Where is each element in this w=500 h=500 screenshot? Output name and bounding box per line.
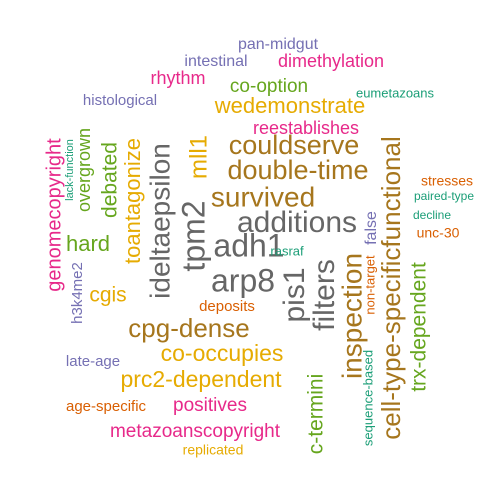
word-text: false	[363, 211, 380, 245]
word-filters: filters	[308, 259, 341, 331]
word-text: co-occupies	[161, 340, 284, 366]
word-text: trx-dependent	[408, 262, 431, 392]
word-text: intestinal	[184, 53, 247, 70]
word-text: c-termini	[305, 374, 328, 455]
word-text: positives	[173, 395, 247, 416]
word-text: reestablishes	[253, 118, 359, 138]
word-unc-30: unc-30	[417, 225, 460, 241]
word-replicated: replicated	[183, 442, 244, 458]
word-text: overgrown	[74, 128, 94, 212]
word-text: h3k4me2	[69, 262, 86, 324]
word-text: survived	[211, 181, 315, 212]
word-paired-type: paired-type	[414, 189, 474, 203]
word-text: cell-type-specificfunctional	[376, 136, 406, 439]
word-text: non-target	[362, 255, 377, 315]
word-text: wedemonstrate	[214, 93, 365, 118]
word-text: arp8	[211, 262, 275, 298]
word-text: pis1	[278, 267, 311, 322]
word-survived: survived	[211, 181, 315, 212]
word-h3k4me2: h3k4me2	[69, 262, 86, 324]
word-text: rhythm	[150, 68, 205, 88]
word-reestablishes: reestablishes	[253, 118, 359, 138]
word-text: metazoanscopyright	[110, 421, 281, 442]
word-non-target: non-target	[362, 255, 377, 315]
word-text: ideltaepsilon	[144, 143, 175, 299]
word-text: eumetazoans	[356, 85, 435, 100]
word-tpm2: tpm2	[175, 200, 211, 271]
word-stresses: stresses	[421, 173, 473, 189]
word-text: age-specific	[66, 398, 147, 415]
word-text: inspection	[336, 253, 367, 379]
word-text: couldserve	[229, 130, 360, 160]
word-histological: histological	[83, 92, 157, 109]
word-ideltaepsilon: ideltaepsilon	[144, 143, 175, 299]
word-hard: hard	[66, 231, 110, 256]
word-text: stresses	[421, 173, 473, 189]
word-double-time: double-time	[227, 155, 368, 185]
word-text: unc-30	[417, 225, 460, 241]
word-couldserve: couldserve	[229, 130, 360, 160]
word-rhythm: rhythm	[150, 68, 205, 88]
word-sequence-based: sequence-based	[360, 350, 375, 446]
word-c-termini: c-termini	[305, 374, 328, 455]
word-text: filters	[308, 259, 341, 331]
word-text: rasraf	[270, 243, 304, 258]
word-text: toantagonize	[120, 138, 145, 264]
word-late-age: late-age	[66, 353, 120, 370]
word-overgrown: overgrown	[74, 128, 94, 212]
word-text: replicated	[183, 442, 244, 458]
word-positives: positives	[173, 395, 247, 416]
word-inspection: inspection	[336, 253, 367, 379]
word-text: debated	[99, 142, 122, 218]
word-text: sequence-based	[360, 350, 375, 446]
word-text: tpm2	[175, 200, 211, 271]
word-text: adh1	[213, 227, 284, 263]
word-text: cpg-dense	[128, 313, 249, 343]
word-mll1: mll1	[185, 135, 212, 179]
word-text: hard	[66, 231, 110, 256]
word-intestinal: intestinal	[184, 53, 247, 70]
word-lack-function: lack-function	[64, 139, 76, 201]
word-metazoanscopyright: metazoanscopyright	[110, 421, 281, 442]
word-debated: debated	[99, 142, 122, 218]
word-text: double-time	[227, 155, 368, 185]
word-prc2-dependent: prc2-dependent	[120, 366, 282, 392]
word-text: late-age	[66, 353, 120, 370]
word-deposits: deposits	[199, 298, 255, 315]
word-text: prc2-dependent	[120, 366, 282, 392]
word-genomecopyright: genomecopyright	[43, 138, 65, 292]
word-rasraf: rasraf	[270, 243, 304, 258]
word-additions: additions	[237, 206, 357, 239]
word-text: paired-type	[414, 189, 474, 203]
word-text: dimethylation	[278, 51, 384, 71]
word-text: genomecopyright	[43, 138, 65, 292]
word-text: additions	[237, 206, 357, 239]
word-text: cgis	[89, 284, 126, 307]
word-text: decline	[413, 208, 451, 222]
word-decline: decline	[413, 208, 451, 222]
word-trx-dependent: trx-dependent	[408, 262, 431, 392]
word-dimethylation: dimethylation	[278, 51, 384, 71]
word-cpg-dense: cpg-dense	[128, 313, 249, 343]
word-co-occupies: co-occupies	[161, 340, 284, 366]
word-cell-type-specificfunctional: cell-type-specificfunctional	[376, 136, 406, 439]
word-false: false	[363, 211, 380, 245]
word-text: histological	[83, 92, 157, 109]
word-text: mll1	[185, 135, 212, 179]
word-cgis: cgis	[89, 284, 126, 307]
word-pis1: pis1	[278, 267, 311, 322]
word-text: co-option	[230, 76, 308, 97]
word-age-specific: age-specific	[66, 398, 147, 415]
word-text: deposits	[199, 298, 255, 315]
word-eumetazoans: eumetazoans	[356, 85, 435, 100]
word-text: pan-midgut	[238, 36, 319, 53]
word-adh1: adh1	[213, 227, 284, 263]
word-toantagonize: toantagonize	[120, 138, 145, 264]
word-co-option: co-option	[230, 76, 308, 97]
word-text: lack-function	[64, 139, 76, 201]
word-pan-midgut: pan-midgut	[238, 36, 319, 53]
word-wedemonstrate: wedemonstrate	[214, 93, 365, 118]
word-arp8: arp8	[211, 262, 275, 298]
